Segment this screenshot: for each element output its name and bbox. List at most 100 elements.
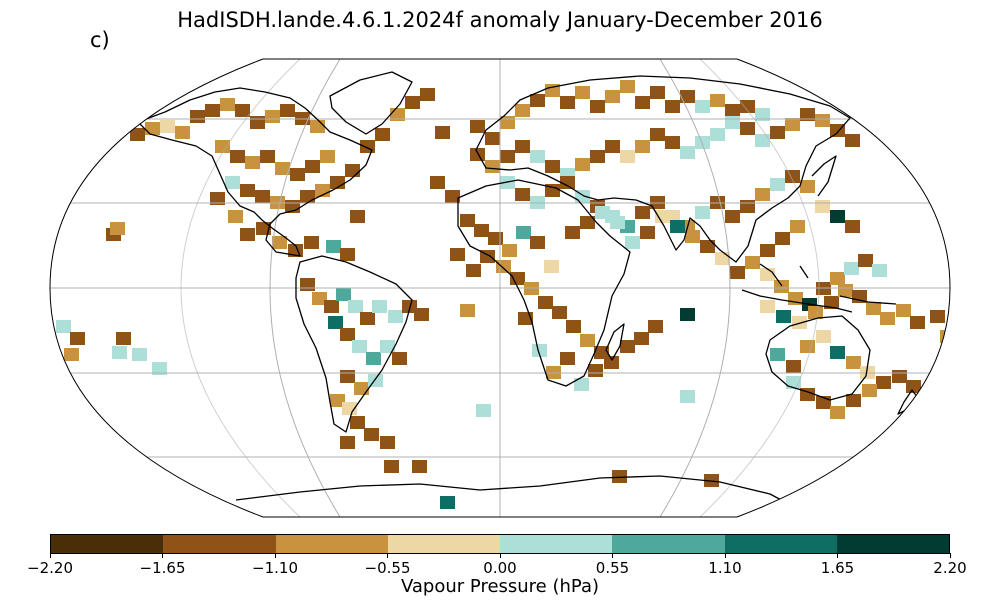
anomaly-cell	[402, 300, 417, 313]
colorbar-tick-label: 2.20	[933, 559, 967, 577]
anomaly-cell	[250, 116, 265, 129]
anomaly-cell	[375, 128, 390, 141]
anomaly-cell	[560, 96, 575, 109]
anomaly-cell	[595, 206, 610, 219]
panel-letter: c)	[90, 28, 110, 52]
anomaly-cell	[340, 370, 355, 383]
anomaly-cell	[740, 200, 755, 213]
colorbar-tick-mark	[387, 553, 388, 558]
anomaly-cell	[680, 308, 695, 321]
anomaly-cell	[496, 260, 511, 273]
coastlines	[137, 71, 919, 511]
colorbar-tick-label: −1.65	[139, 559, 186, 577]
anomaly-cell	[132, 348, 147, 361]
anomaly-cell	[695, 206, 710, 219]
anomaly-cell	[485, 132, 500, 145]
anomaly-cell	[445, 190, 460, 203]
anomaly-cell	[256, 222, 271, 235]
anomaly-cell	[790, 220, 805, 233]
coast-japan	[811, 155, 837, 197]
anomaly-cell	[430, 176, 445, 189]
anomaly-cell	[650, 128, 665, 141]
anomaly-cell	[620, 340, 635, 353]
anomaly-cell	[342, 402, 357, 415]
anomaly-cell	[388, 310, 403, 323]
anomaly-cell	[190, 110, 205, 123]
anomaly-cell	[830, 346, 845, 359]
coast-australia	[765, 315, 871, 401]
anomaly-cell	[545, 160, 560, 173]
anomaly-cell	[290, 168, 305, 181]
anomaly-cell	[892, 370, 907, 383]
anomaly-cell	[64, 348, 79, 361]
colorbar-segment	[387, 535, 500, 553]
anomaly-cell	[350, 416, 365, 429]
anomaly-cell	[838, 284, 853, 297]
colorbar-segment	[836, 535, 949, 553]
anomaly-cell	[635, 96, 650, 109]
colorbar-title: Vapour Pressure (hPa)	[400, 576, 600, 597]
colorbar-tick-mark	[724, 553, 726, 558]
anomaly-cell	[360, 140, 375, 153]
anomaly-cell	[160, 120, 175, 133]
anomaly-cell	[896, 304, 911, 317]
anomaly-cell	[380, 436, 395, 449]
anomaly-cell	[500, 150, 515, 163]
anomaly-cell	[650, 86, 665, 99]
anomaly-cell	[575, 86, 590, 99]
anomaly-cell	[634, 332, 649, 345]
anomaly-cell	[612, 470, 627, 483]
anomaly-cell	[235, 104, 250, 117]
anomaly-cell	[830, 210, 845, 223]
anomaly-cell	[775, 232, 790, 245]
anomaly-cell	[530, 150, 545, 163]
anomaly-cell	[745, 256, 760, 269]
colorbar-tick-label: −1.10	[252, 559, 298, 577]
anomaly-cell	[566, 320, 581, 333]
anomaly-cell	[800, 180, 815, 193]
anomaly-cell	[910, 316, 925, 329]
colorbar	[50, 534, 950, 554]
coast-greenland	[329, 71, 413, 135]
anomaly-cell	[635, 140, 650, 153]
anomaly-cell	[530, 94, 545, 107]
anomaly-cell	[680, 90, 695, 103]
colorbar-segment	[51, 535, 164, 553]
graticule-lon-60w	[269, 59, 341, 517]
anomaly-cell	[858, 254, 873, 267]
anomaly-cell	[112, 346, 127, 359]
anomaly-cell	[300, 278, 315, 291]
anomaly-cell	[380, 340, 395, 353]
anomaly-cell	[588, 364, 603, 377]
anomaly-cell	[330, 394, 345, 407]
colorbar-tick-mark	[162, 553, 163, 558]
anomaly-cell	[770, 126, 785, 139]
anomaly-cell	[352, 340, 367, 353]
anomaly-cell	[755, 108, 770, 121]
anomaly-cell	[710, 94, 725, 107]
anomaly-cell	[560, 352, 575, 365]
anomaly-cell	[815, 114, 830, 127]
anomaly-cell	[695, 136, 710, 149]
anomaly-cell	[340, 248, 355, 261]
graticule	[50, 59, 950, 517]
anomaly-cell	[730, 266, 745, 279]
colorbar-tick-label: 0.00	[483, 559, 517, 577]
colorbar-segment	[612, 535, 725, 553]
anomaly-cell	[255, 190, 270, 203]
anomaly-cell	[620, 150, 635, 163]
anomaly-cell	[580, 334, 595, 347]
anomaly-cell	[340, 436, 355, 449]
anomaly-cell	[350, 210, 365, 223]
anomaly-cell	[320, 150, 335, 163]
anomaly-cell	[665, 136, 680, 149]
anomaly-cell	[110, 222, 125, 235]
anomaly-cell	[830, 272, 845, 285]
anomaly-cell	[725, 104, 740, 117]
map-title: HadISDH.lande.4.6.1.2024f anomaly Januar…	[177, 8, 823, 32]
anomaly-cell	[545, 184, 560, 197]
colorbar-segment	[163, 535, 276, 553]
anomaly-cell	[210, 192, 225, 205]
anomaly-cell	[770, 178, 785, 191]
anomaly-cell	[824, 296, 839, 309]
